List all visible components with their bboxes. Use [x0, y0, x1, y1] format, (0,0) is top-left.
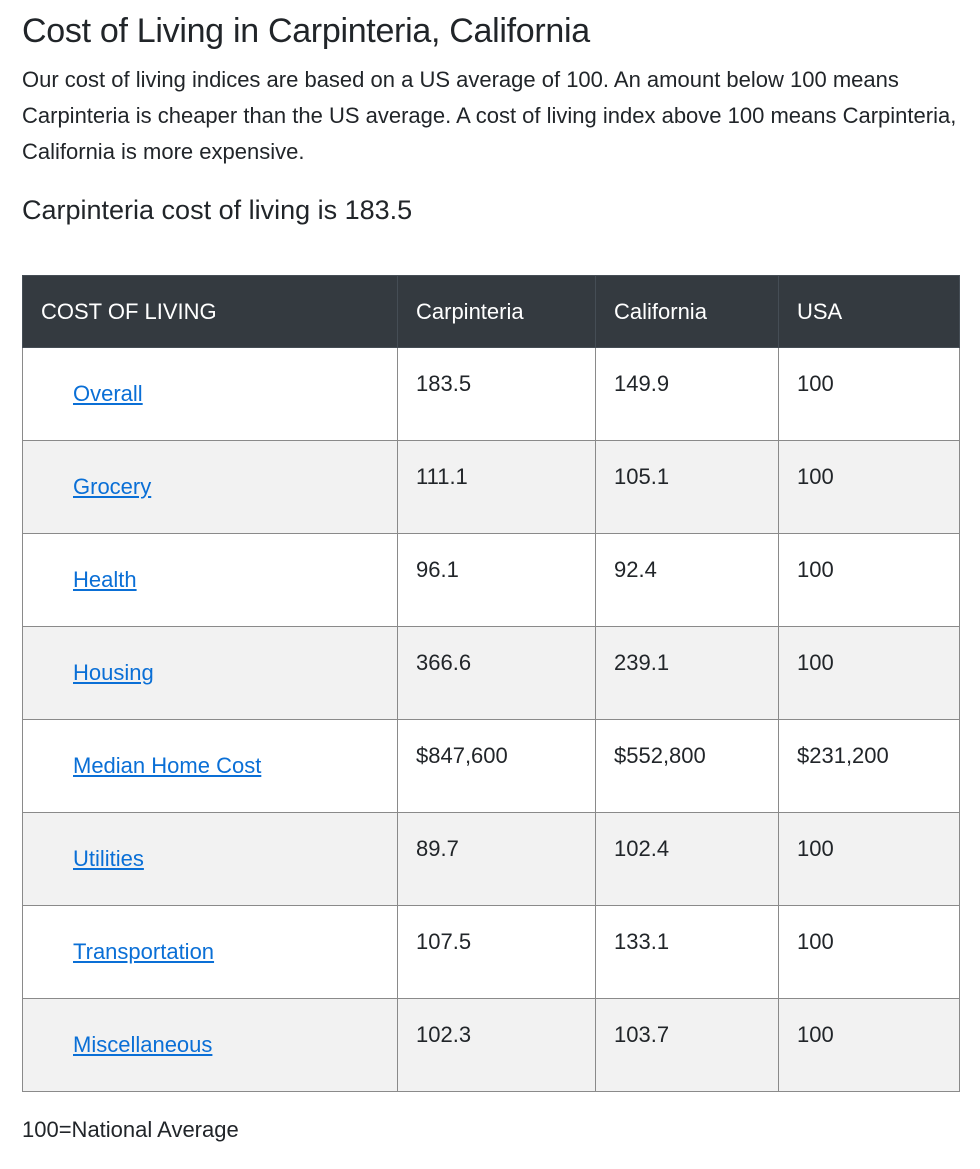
carpinteria-value: 96.1 — [397, 533, 596, 627]
intro-paragraph: Our cost of living indices are based on … — [22, 67, 957, 164]
carpinteria-value: 366.6 — [397, 626, 596, 720]
overall-link[interactable]: Overall — [73, 381, 143, 406]
median-home-cost-link[interactable]: Median Home Cost — [73, 753, 262, 778]
table-row: Median Home Cost $847,600 $552,800 $231,… — [22, 719, 960, 813]
california-value: $552,800 — [595, 719, 779, 813]
row-label-cell: Grocery — [22, 440, 398, 534]
header-carpinteria: Carpinteria — [397, 275, 596, 348]
usa-value: 100 — [778, 347, 960, 441]
miscellaneous-link[interactable]: Miscellaneous — [73, 1032, 213, 1057]
carpinteria-value: 102.3 — [397, 998, 596, 1092]
row-label-cell: Health — [22, 533, 398, 627]
table-header-row: COST OF LIVING Carpinteria California US… — [22, 275, 960, 348]
california-value: 105.1 — [595, 440, 779, 534]
usa-value: 100 — [778, 533, 960, 627]
housing-link[interactable]: Housing — [73, 660, 154, 685]
california-value: 133.1 — [595, 905, 779, 999]
transportation-link[interactable]: Transportation — [73, 939, 215, 964]
carpinteria-value: 183.5 — [397, 347, 596, 441]
california-value: 239.1 — [595, 626, 779, 720]
carpinteria-value: 89.7 — [397, 812, 596, 906]
national-average-note: 100=National Average — [22, 1117, 239, 1142]
carpinteria-value: $847,600 — [397, 719, 596, 813]
table-row: Miscellaneous 102.3 103.7 100 — [22, 998, 960, 1092]
table-row: Health 96.1 92.4 100 — [22, 533, 960, 627]
header-usa: USA — [778, 275, 960, 348]
usa-value: $231,200 — [778, 719, 960, 813]
cost-summary-heading: Carpinteria cost of living is 183.5 — [22, 195, 413, 225]
table-row: Transportation 107.5 133.1 100 — [22, 905, 960, 999]
usa-value: 100 — [778, 998, 960, 1092]
usa-value: 100 — [778, 626, 960, 720]
row-label-cell: Median Home Cost — [22, 719, 398, 813]
health-link[interactable]: Health — [73, 567, 137, 592]
california-value: 103.7 — [595, 998, 779, 1092]
header-cost-of-living: COST OF LIVING — [22, 275, 398, 348]
carpinteria-value: 111.1 — [397, 440, 596, 534]
grocery-link[interactable]: Grocery — [73, 474, 152, 499]
table-row: Grocery 111.1 105.1 100 — [22, 440, 960, 534]
utilities-link[interactable]: Utilities — [73, 846, 144, 871]
california-value: 102.4 — [595, 812, 779, 906]
header-california: California — [595, 275, 779, 348]
table-row: Overall 183.5 149.9 100 — [22, 347, 960, 441]
page-title: Cost of Living in Carpinteria, Californi… — [22, 12, 590, 50]
usa-value: 100 — [778, 905, 960, 999]
usa-value: 100 — [778, 812, 960, 906]
carpinteria-value: 107.5 — [397, 905, 596, 999]
row-label-cell: Miscellaneous — [22, 998, 398, 1092]
table-row: Housing 366.6 239.1 100 — [22, 626, 960, 720]
cost-of-living-table: COST OF LIVING Carpinteria California US… — [22, 275, 960, 1092]
usa-value: 100 — [778, 440, 960, 534]
table-row: Utilities 89.7 102.4 100 — [22, 812, 960, 906]
california-value: 149.9 — [595, 347, 779, 441]
row-label-cell: Overall — [22, 347, 398, 441]
row-label-cell: Utilities — [22, 812, 398, 906]
california-value: 92.4 — [595, 533, 779, 627]
row-label-cell: Housing — [22, 626, 398, 720]
row-label-cell: Transportation — [22, 905, 398, 999]
